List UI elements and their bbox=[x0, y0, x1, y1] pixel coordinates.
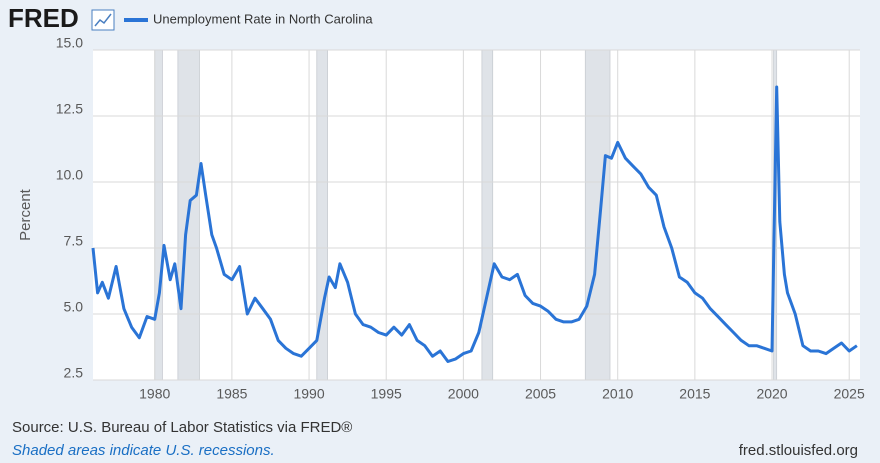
y-tick-label: 5.0 bbox=[64, 299, 84, 315]
logo-icon-line bbox=[94, 13, 112, 27]
x-tick-label: 2020 bbox=[756, 386, 787, 402]
source: Source: U.S. Bureau of Labor Statistics … bbox=[12, 419, 352, 436]
x-tick-label: 2000 bbox=[448, 386, 479, 402]
x-tick-label: 2025 bbox=[834, 386, 865, 402]
x-tick-label: 2015 bbox=[679, 386, 710, 402]
series-line bbox=[91, 85, 858, 363]
x-tick-label: 1980 bbox=[139, 386, 170, 402]
note: Shaded areas indicate U.S. recessions. bbox=[12, 442, 275, 459]
y-axis-label: Percent bbox=[17, 188, 34, 241]
x-tick-label: 2010 bbox=[602, 386, 633, 402]
legend-label: Unemployment Rate in North Carolina bbox=[153, 11, 373, 26]
y-tick-label: 2.5 bbox=[64, 365, 84, 381]
credit: fred.stlouisfed.org bbox=[739, 442, 858, 459]
y-tick-label: 12.5 bbox=[56, 101, 83, 117]
recession-band bbox=[584, 49, 611, 381]
y-tick-label: 15.0 bbox=[56, 35, 83, 51]
x-tick-label: 1990 bbox=[293, 386, 324, 402]
recession-band bbox=[154, 49, 163, 381]
recession-band bbox=[481, 49, 494, 381]
plot-area bbox=[93, 50, 860, 380]
x-tick-label: 1995 bbox=[371, 386, 402, 402]
logo: FRED bbox=[8, 3, 79, 33]
y-tick-label: 10.0 bbox=[56, 167, 83, 183]
logo-icon bbox=[91, 9, 115, 31]
x-tick-label: 1985 bbox=[216, 386, 247, 402]
x-tick-label: 2005 bbox=[525, 386, 556, 402]
y-tick-label: 7.5 bbox=[64, 233, 84, 249]
